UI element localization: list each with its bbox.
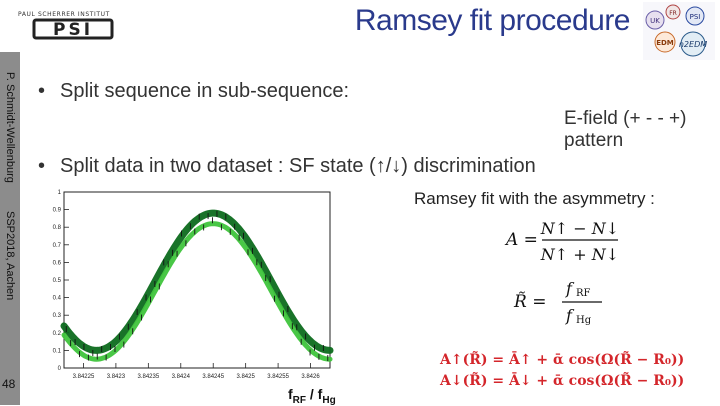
x-tick-label: 3.8423 [107, 374, 126, 380]
sidebar-info: P. Schmidt-Wellenburg SSP2018, Aachen [2, 72, 16, 300]
fit-curve [60, 209, 334, 354]
bullet-item: • Split data in two dataset : SF state (↑… [38, 155, 536, 178]
r-ratio-formula: R̃ = f RF f Hg [513, 279, 602, 326]
psi-logo-mark: PSI [30, 18, 116, 40]
collaboration-logo: UK FR PSI EDM n2EDM [643, 2, 715, 60]
plot-axes: 0 0.1 0.2 0.3 0.4 0.5 0.6 0.7 0.8 0.9 1 3.84225 3.84… [53, 190, 331, 380]
y-tick-label: 0.4 [53, 296, 62, 302]
r-denominator-sub: Hg [576, 315, 592, 326]
y-tick-label: 0.5 [53, 278, 62, 284]
slide-number: 48 [2, 377, 16, 391]
fit-curve [61, 221, 333, 362]
bullet-dot-icon: • [38, 80, 46, 102]
equation-spin-down-text: A↓(R̃) = Ā↓ + ᾱ cos(Ω(R̃ − R₀)) [440, 373, 685, 389]
equation-spin-down: A↓(R̃) = Ā↓ + ᾱ cos(Ω(R̃ − R₀)) [440, 373, 684, 389]
r-numerator-sub: RF [576, 288, 591, 299]
bullet-dot-icon: • [38, 155, 46, 177]
y-tick-label: 0.9 [53, 208, 62, 214]
subtext-e-field: E-field (+ - - +) pattern [564, 108, 687, 151]
y-tick-label: 0.1 [53, 348, 62, 354]
asym-denominator: N↑ + N↓ [540, 245, 619, 264]
svg-text:PSI: PSI [690, 13, 701, 21]
svg-text:UK: UK [650, 17, 660, 25]
svg-text:FR: FR [669, 10, 677, 17]
bullet-text: Split sequence in sub-sequence: [60, 80, 350, 102]
asym-numerator: N↑ − N↓ [540, 219, 619, 238]
psi-logo: PAUL SCHERRER INSTITUT PSI [8, 6, 120, 40]
x-tick-label: 3.84255 [267, 374, 289, 380]
r-lhs: R̃ = [513, 292, 546, 312]
y-tick-label: 1 [58, 190, 62, 196]
data-points [65, 210, 329, 362]
bullet-item: • Split sequence in sub-sequence: [38, 80, 349, 103]
x-tick-label: 3.84245 [202, 374, 224, 380]
x-axis-label: fRF / fHg [288, 386, 336, 406]
bullet-text: Split data in two dataset : SF state (↑/… [60, 155, 536, 177]
x-tick-label: 3.8424 [172, 374, 191, 380]
r-denominator: f [565, 306, 575, 325]
ramsey-heading: Ramsey fit with the asymmetry : [414, 189, 655, 208]
x-tick-label: 3.84225 [73, 374, 95, 380]
svg-text:n2EDM: n2EDM [679, 40, 707, 49]
svg-text:EDM: EDM [656, 39, 674, 47]
x-tick-label: 3.8425 [236, 374, 255, 380]
y-tick-label: 0 [58, 366, 62, 372]
asym-lhs: A = [504, 230, 538, 250]
y-tick-label: 0.8 [53, 225, 62, 231]
equation-spin-up: A↑(R̃) = Ā↑ + ᾱ cos(Ω(R̃ − R₀)) [440, 352, 684, 368]
x-tick-label: 3.84235 [137, 374, 159, 380]
fit-curves [60, 209, 334, 362]
y-tick-label: 0.7 [53, 243, 62, 249]
author-name: P. Schmidt-Wellenburg [4, 72, 16, 183]
x-tick-label: 3.8426 [301, 374, 320, 380]
y-tick-label: 0.6 [53, 260, 62, 266]
y-tick-label: 0.2 [53, 331, 62, 337]
asymmetry-formula: A = N↑ − N↓ N↑ + N↓ [504, 219, 619, 264]
equation-spin-up-text: A↑(R̃) = Ā↑ + ᾱ cos(Ω(R̃ − R₀)) [440, 352, 685, 368]
logo-tagline: PAUL SCHERRER INSTITUT [18, 11, 110, 18]
r-numerator: f [565, 279, 575, 298]
sidebar [0, 52, 20, 405]
conference-name: SSP2018, Aachen [4, 211, 16, 301]
ramsey-fit-plot: 0 0.1 0.2 0.3 0.4 0.5 0.6 0.7 0.8 0.9 1 3.84225 3.84… [36, 184, 338, 390]
y-tick-label: 0.3 [53, 313, 62, 319]
slide-title: Ramsey fit procedure [354, 4, 631, 37]
logo-text: PSI [53, 20, 93, 40]
